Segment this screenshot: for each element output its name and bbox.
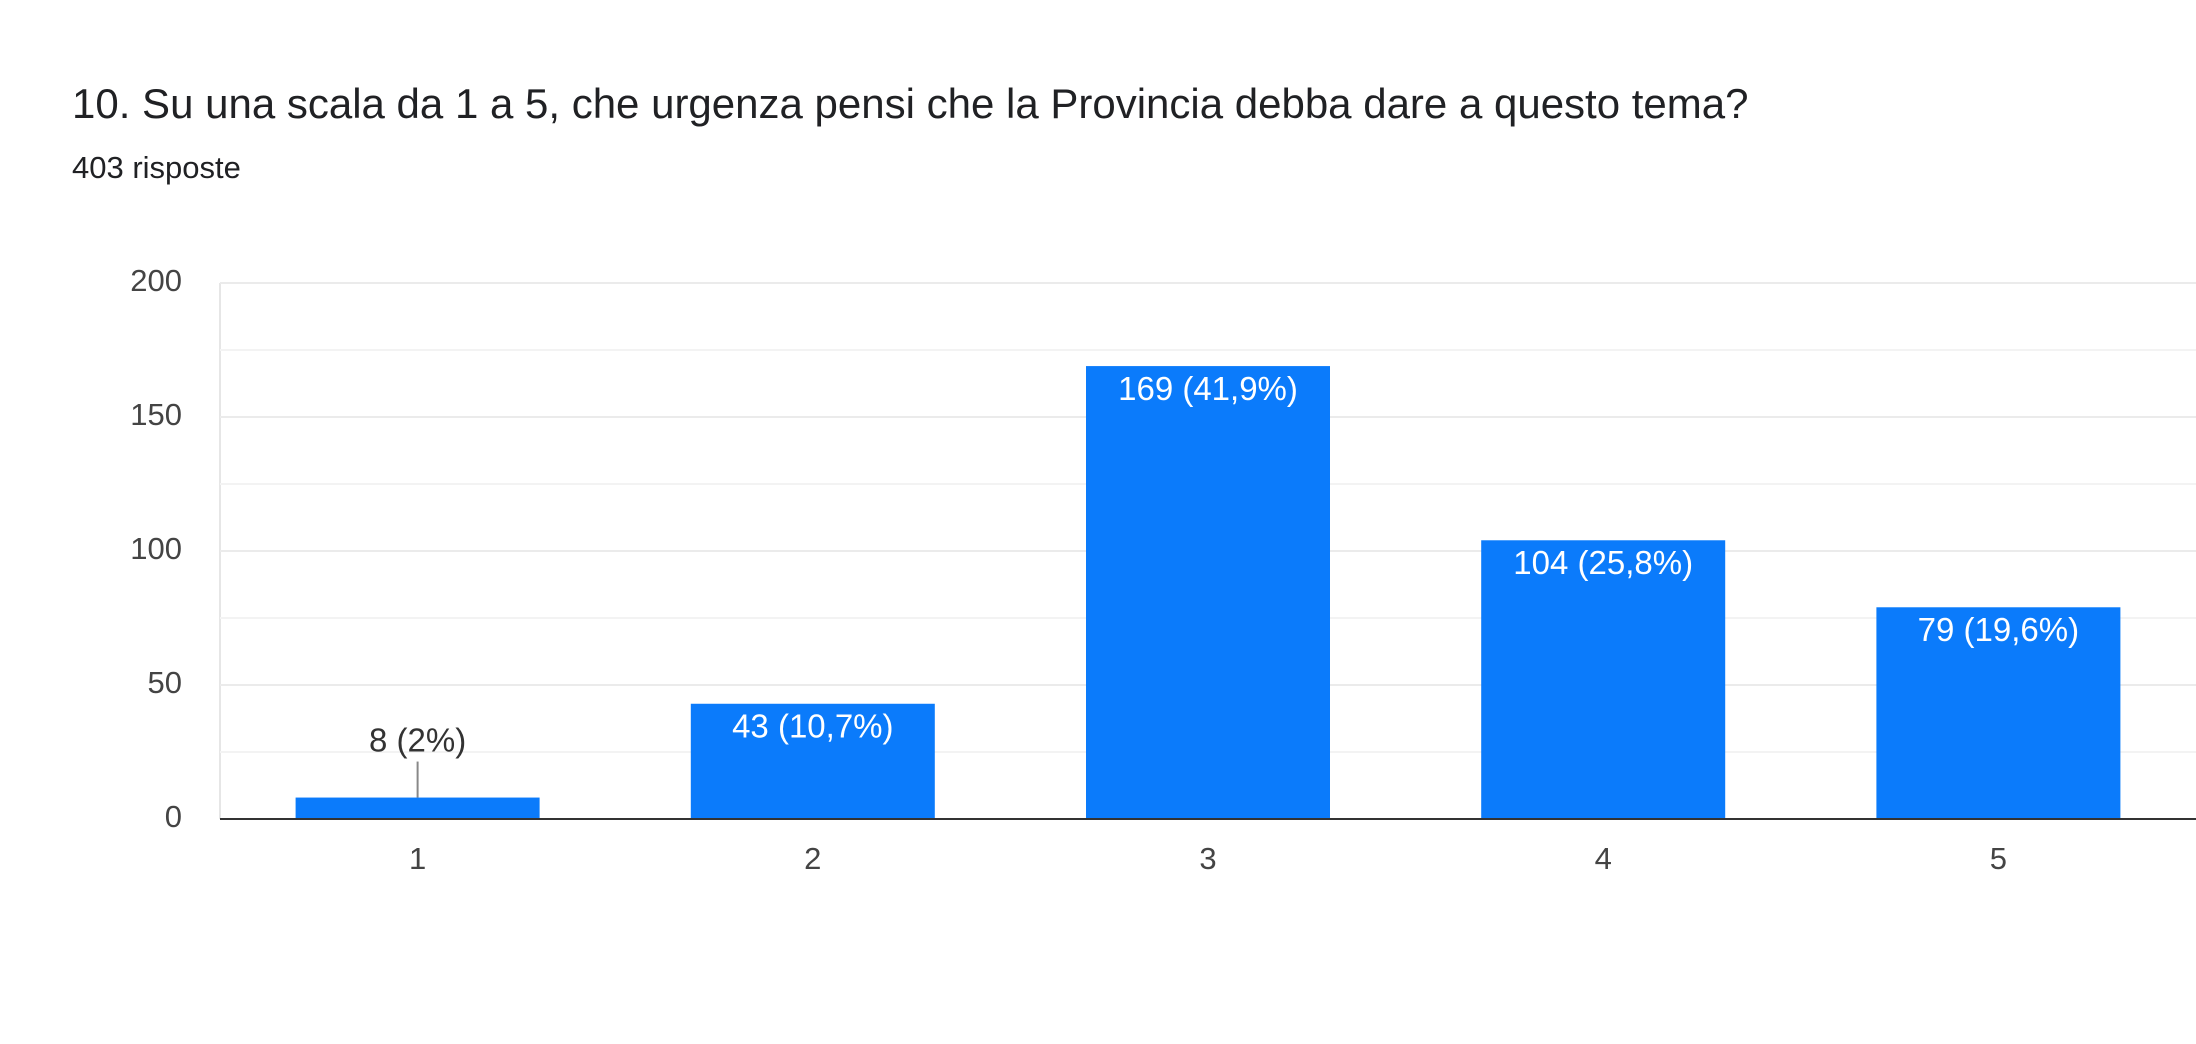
data-label: 79 (19,6%) — [1918, 611, 2079, 648]
y-tick-label: 200 — [130, 263, 182, 298]
bar — [1481, 540, 1726, 819]
x-tick-label: 4 — [1595, 841, 1612, 876]
y-tick-label: 50 — [148, 665, 182, 700]
x-tick-label: 5 — [1990, 841, 2007, 876]
y-tick-label: 0 — [165, 799, 182, 834]
chart-subtitle: 403 risposte — [72, 150, 241, 185]
chart-title: 10. Su una scala da 1 a 5, che urgenza p… — [72, 80, 1748, 127]
bar — [690, 703, 935, 819]
bar — [295, 797, 540, 819]
x-tick-label: 1 — [409, 841, 426, 876]
data-label: 169 (41,9%) — [1118, 370, 1298, 407]
y-tick-label: 150 — [130, 397, 182, 432]
data-label: 43 (10,7%) — [732, 707, 893, 744]
data-label: 104 (25,8%) — [1513, 544, 1693, 581]
x-tick-label: 3 — [1199, 841, 1216, 876]
bar — [1086, 366, 1330, 819]
bar — [1876, 607, 2121, 819]
x-tick-label: 2 — [804, 841, 821, 876]
data-label: 8 (2%) — [369, 721, 466, 758]
y-tick-label: 100 — [130, 531, 182, 566]
